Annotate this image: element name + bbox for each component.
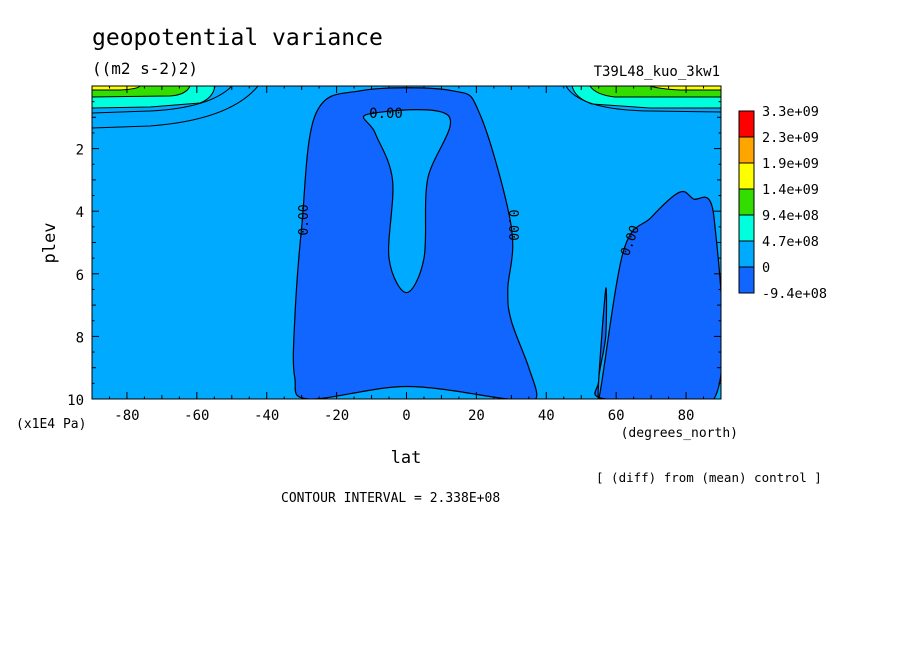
legend-label: -9.4e+08 (762, 286, 827, 302)
x-tick-label: 40 (538, 408, 555, 424)
legend-swatch (738, 266, 755, 294)
y-axis-units: (x1E4 Pa) (16, 417, 86, 432)
x-tick-label: -60 (184, 408, 209, 424)
contour-line-left-upper (91, 85, 233, 114)
contour-label-top: 0.00 (369, 106, 403, 122)
y-axis-label: plev (40, 223, 60, 264)
legend-swatch (738, 136, 755, 164)
diff-note: [ (diff) from (mean) control ] (596, 470, 822, 485)
x-axis-ticks: -80 -60 -40 -20 0 20 40 60 80 (91, 86, 722, 424)
x-tick-label: 60 (608, 408, 625, 424)
legend-swatch (738, 240, 755, 268)
legend-label: 2.3e+09 (762, 130, 819, 146)
legend-label: 0 (762, 260, 770, 276)
y-tick-label: 4 (76, 205, 84, 221)
legend-label: 4.7e+08 (762, 234, 819, 250)
x-tick-label: 20 (468, 408, 485, 424)
plot-area: 0.00 0.00 0.00 0.00 (91, 85, 722, 400)
x-tick-label: -80 (114, 408, 139, 424)
contour-regions (292, 87, 721, 399)
x-axis-label: lat (391, 448, 422, 468)
y-tick-label: 6 (76, 268, 84, 284)
contour-label-mid: 0.00 (505, 209, 520, 240)
contour-label-left: 0.00 (297, 204, 312, 235)
contour-line-left-lower (91, 85, 259, 129)
legend-swatch (738, 110, 755, 138)
contour-region-1 (362, 109, 452, 294)
x-axis-units: (degrees_north) (621, 426, 738, 441)
color-legend: 3.3e+09 2.3e+09 1.9e+09 1.4e+09 9.4e+08 4.7e+… (738, 104, 827, 302)
x-tick-label: -20 (324, 408, 349, 424)
contour-region-2 (594, 190, 721, 399)
legend-label: 1.4e+09 (762, 182, 819, 198)
chart-title: geopotential variance (92, 25, 383, 51)
contour-line-right-upper (565, 85, 722, 113)
x-tick-label: 80 (678, 408, 695, 424)
run-label: T39L48_kuo_3kw1 (594, 64, 720, 80)
x-tick-label: -40 (254, 408, 279, 424)
y-tick-label: 10 (67, 393, 84, 409)
legend-swatch (738, 162, 755, 190)
legend-swatch (738, 188, 755, 216)
chart-units: ((m2 s-2)2) (92, 59, 198, 78)
y-tick-label: 2 (76, 143, 84, 159)
x-tick-label: 0 (402, 408, 410, 424)
y-axis-ticks: 2 4 6 8 10 (67, 85, 721, 409)
contour-interval: CONTOUR INTERVAL = 2.338E+08 (281, 491, 500, 506)
legend-label: 9.4e+08 (762, 208, 819, 224)
y-tick-label: 8 (76, 330, 84, 346)
legend-label: 3.3e+09 (762, 104, 819, 120)
legend-label: 1.9e+09 (762, 156, 819, 172)
legend-swatch (738, 214, 755, 242)
